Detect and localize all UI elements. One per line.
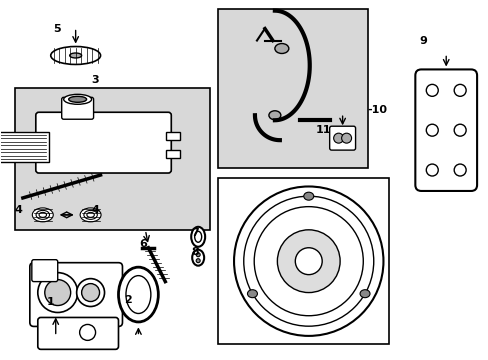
Text: 3: 3	[92, 75, 99, 85]
Text: 11: 11	[315, 125, 331, 135]
Circle shape	[80, 324, 95, 340]
Ellipse shape	[87, 212, 94, 217]
Ellipse shape	[268, 111, 280, 120]
Circle shape	[45, 280, 71, 306]
Text: 9: 9	[419, 36, 427, 46]
Bar	[218, 9, 367, 168]
Circle shape	[453, 124, 465, 136]
Text: 6: 6	[139, 239, 147, 249]
Ellipse shape	[191, 227, 205, 247]
Circle shape	[196, 253, 200, 257]
FancyBboxPatch shape	[32, 260, 58, 282]
Circle shape	[341, 133, 351, 143]
Circle shape	[196, 259, 200, 263]
Circle shape	[38, 273, 78, 312]
Text: 8: 8	[191, 247, 199, 257]
Ellipse shape	[194, 231, 201, 242]
Circle shape	[426, 164, 437, 176]
Circle shape	[426, 124, 437, 136]
FancyBboxPatch shape	[38, 318, 118, 349]
Text: 4: 4	[15, 205, 23, 215]
FancyBboxPatch shape	[61, 97, 93, 119]
Text: -10: -10	[367, 105, 386, 115]
Ellipse shape	[247, 290, 257, 298]
Ellipse shape	[39, 212, 46, 217]
Ellipse shape	[51, 46, 101, 64]
Ellipse shape	[84, 210, 97, 219]
Circle shape	[333, 133, 343, 143]
Circle shape	[254, 207, 363, 316]
Bar	[166, 150, 180, 158]
Ellipse shape	[274, 44, 288, 54]
Ellipse shape	[69, 53, 81, 58]
Text: 4: 4	[91, 205, 100, 215]
Ellipse shape	[68, 96, 86, 102]
Ellipse shape	[303, 192, 313, 200]
Text: 5: 5	[53, 24, 61, 33]
Circle shape	[81, 284, 100, 302]
Circle shape	[453, 164, 465, 176]
Ellipse shape	[359, 290, 369, 298]
Ellipse shape	[80, 208, 101, 222]
Circle shape	[295, 248, 322, 275]
Circle shape	[77, 279, 104, 306]
Bar	[15, 88, 210, 230]
Ellipse shape	[36, 210, 49, 219]
FancyBboxPatch shape	[414, 69, 476, 191]
FancyBboxPatch shape	[36, 112, 171, 173]
Text: 2: 2	[124, 294, 132, 305]
FancyBboxPatch shape	[329, 126, 355, 150]
Text: 7: 7	[191, 228, 199, 238]
FancyBboxPatch shape	[30, 263, 122, 327]
Circle shape	[277, 230, 340, 293]
Text: 1: 1	[47, 297, 55, 306]
Bar	[218, 178, 388, 345]
Circle shape	[453, 84, 465, 96]
Ellipse shape	[118, 267, 158, 322]
Ellipse shape	[126, 276, 151, 314]
Ellipse shape	[32, 208, 53, 222]
Ellipse shape	[63, 94, 91, 104]
Ellipse shape	[192, 250, 203, 266]
Bar	[0, 132, 49, 162]
Circle shape	[234, 186, 383, 336]
Bar	[166, 132, 180, 140]
Circle shape	[426, 84, 437, 96]
Circle shape	[243, 196, 373, 326]
